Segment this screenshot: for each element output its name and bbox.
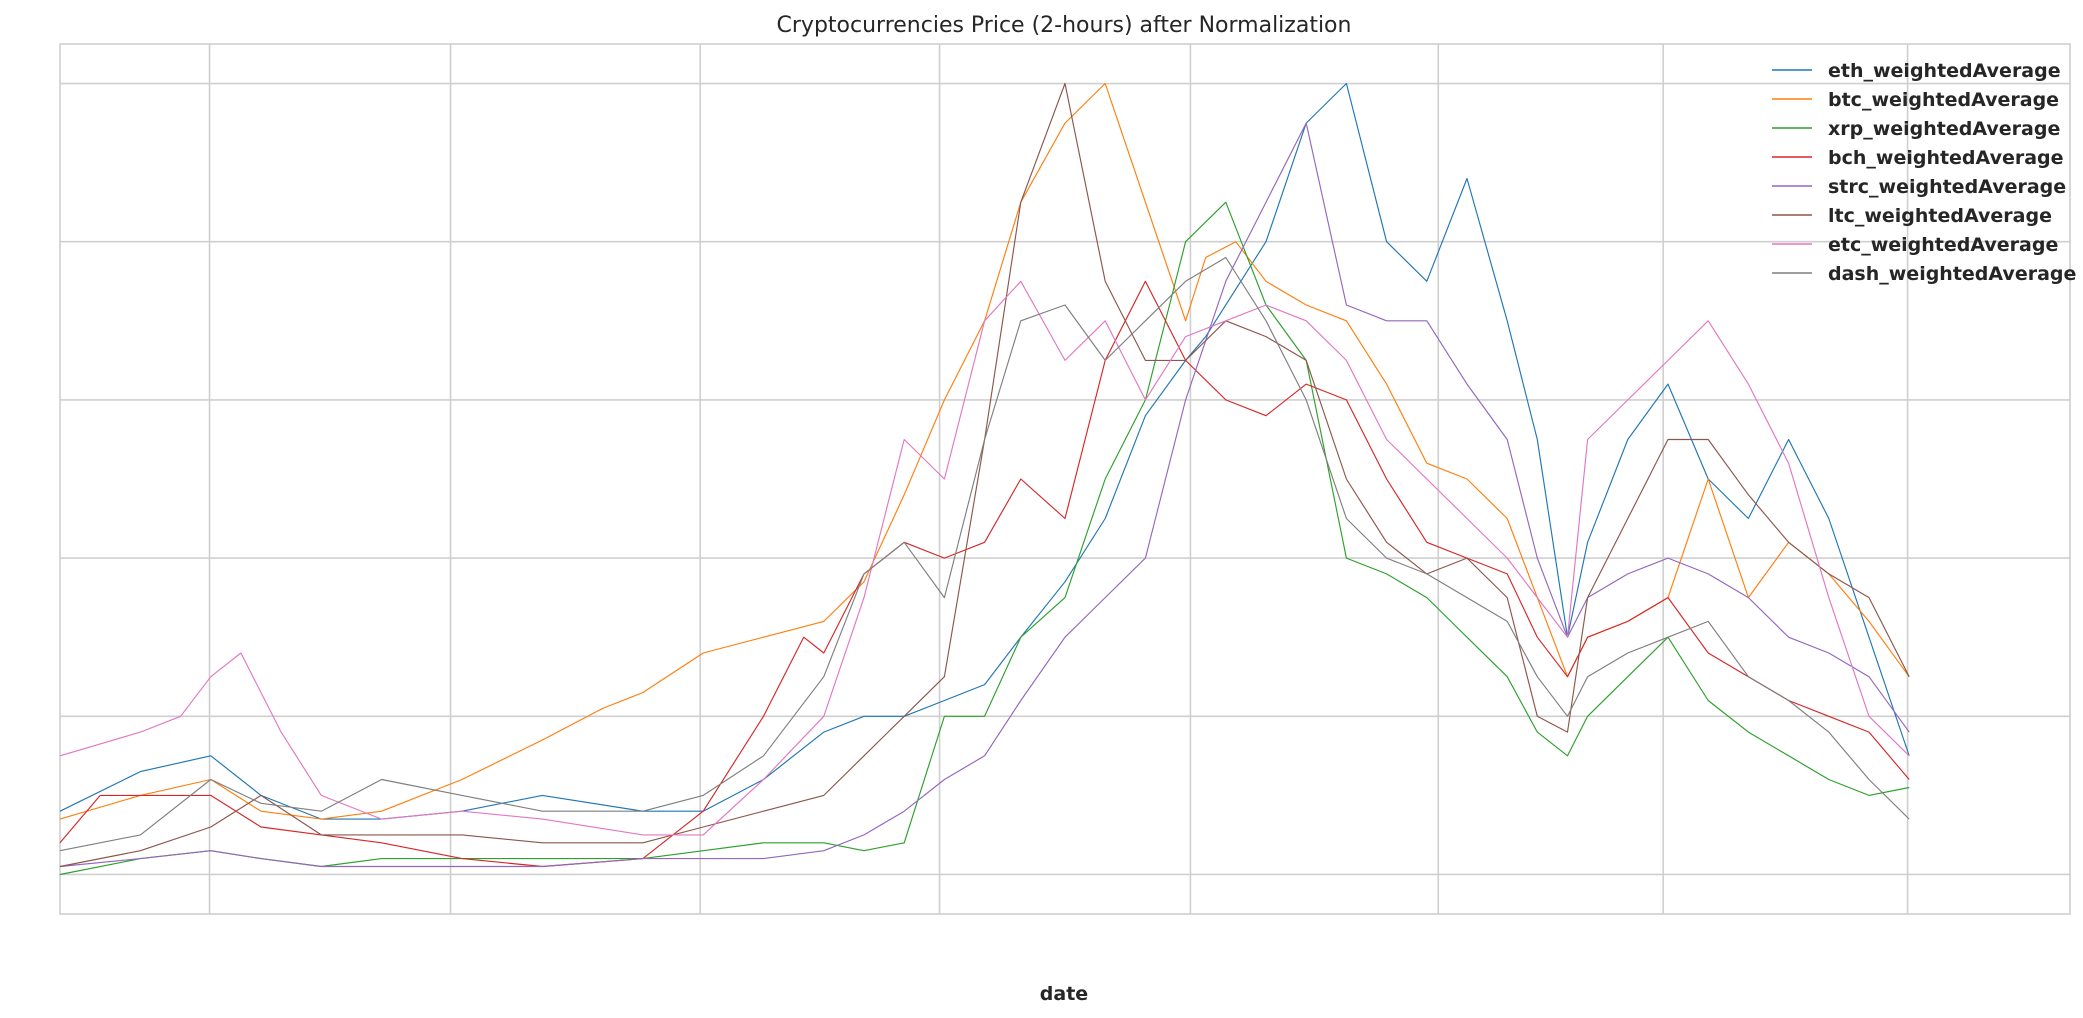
series-line-etc_weightedAverage (59, 280, 1910, 836)
legend-label: xrp_weightedAverage (1828, 118, 2060, 140)
legend-item: ltc_weightedAverage (1772, 205, 2052, 227)
legend: eth_weightedAverage btc_weightedAveragexr… (1772, 60, 2076, 285)
legend-item: dash_weightedAverage (1772, 263, 2076, 285)
legend-item: xrp_weightedAverage (1772, 118, 2060, 140)
legend-label: ltc_weightedAverage (1828, 205, 2052, 227)
chart-title: Cryptocurrencies Price (2-hours) after N… (777, 13, 1352, 38)
plot-area (59, 43, 2071, 915)
legend-label: eth_weightedAverage (1828, 60, 2061, 82)
legend-item: eth_weightedAverage (1772, 60, 2061, 82)
legend-label: dash_weightedAverage (1828, 263, 2076, 285)
series-lines (59, 82, 1910, 876)
legend-item: etc_weightedAverage (1772, 234, 2058, 256)
legend-item: bch_weightedAverage (1772, 147, 2064, 169)
series-line-strc_weightedAverage (59, 122, 1910, 868)
x-axis-label: date (1040, 983, 1088, 1005)
series-line-ltc_weightedAverage (59, 82, 1910, 868)
legend-label: strc_weightedAverage (1828, 176, 2066, 198)
legend-item: btc_weightedAverage (1772, 89, 2059, 111)
legend-label: btc_weightedAverage (1828, 89, 2059, 111)
legend-label: etc_weightedAverage (1828, 234, 2058, 256)
series-line-dash_weightedAverage (59, 256, 1910, 852)
legend-label: bch_weightedAverage (1828, 147, 2064, 169)
plot-frame (59, 43, 2071, 915)
legend-item: strc_weightedAverage (1772, 176, 2066, 198)
